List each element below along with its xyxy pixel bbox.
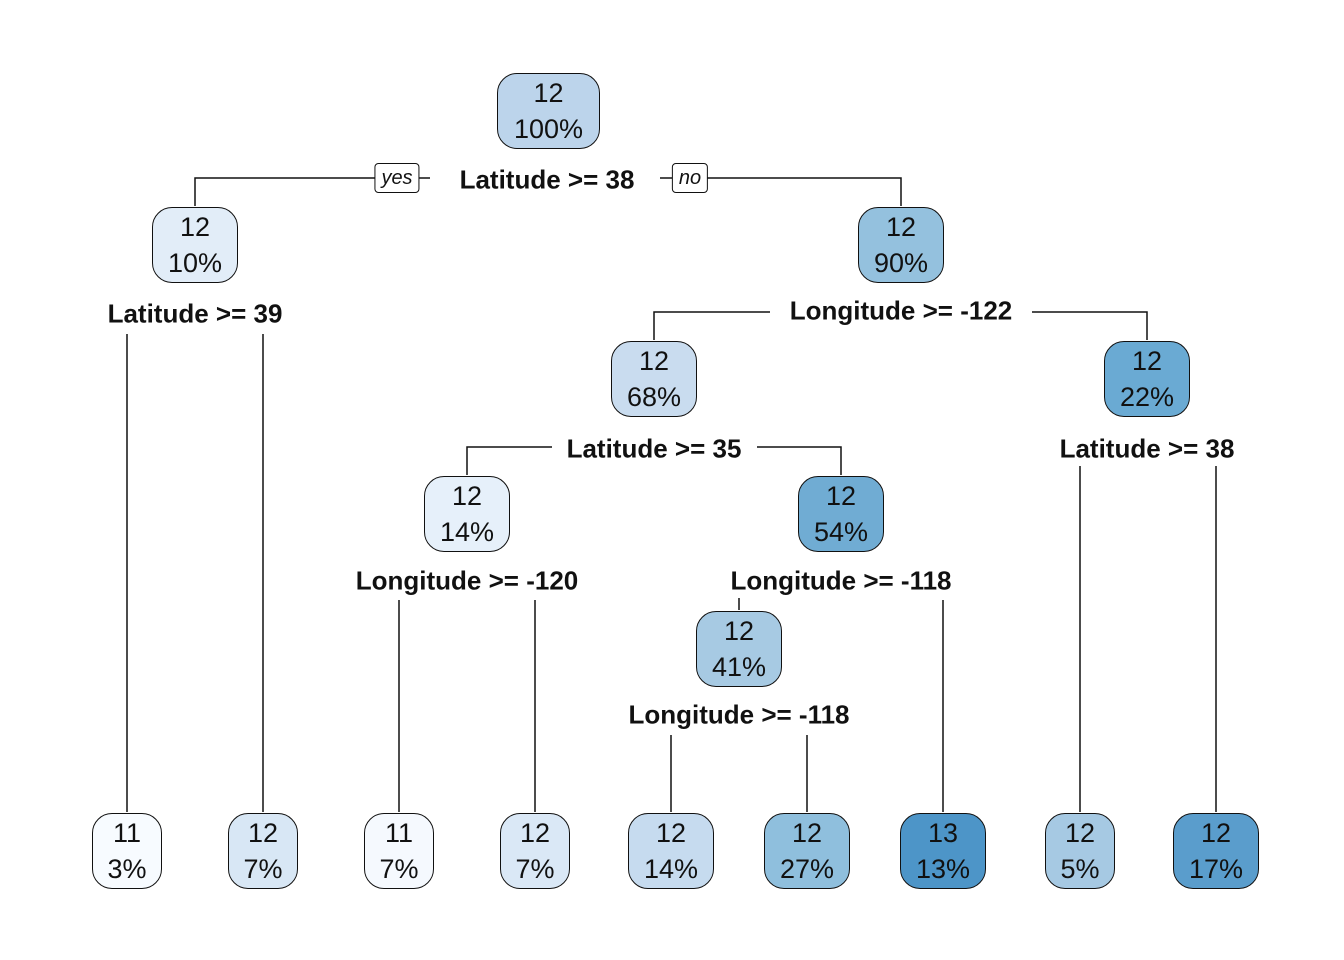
node-value: 11 (112, 818, 142, 848)
node-percent: 3% (107, 854, 147, 884)
tree-node: 12 10% (152, 207, 238, 283)
tree-leaf: 13 13% (900, 813, 986, 889)
node-percent: 14% (439, 517, 495, 547)
node-value: 11 (384, 818, 414, 848)
node-value: 12 (179, 212, 211, 242)
node-percent: 41% (711, 652, 767, 682)
node-percent: 90% (873, 248, 929, 278)
node-percent: 7% (243, 854, 283, 884)
tree-node: 12 90% (858, 207, 944, 283)
split-label: Latitude >= 39 (104, 298, 286, 330)
node-percent: 17% (1188, 854, 1244, 884)
tree-leaf: 12 14% (628, 813, 714, 889)
split-label: Longitude >= -118 (625, 699, 853, 731)
node-percent: 7% (515, 854, 555, 884)
node-value: 12 (791, 818, 823, 848)
tree-leaf: 11 7% (364, 813, 434, 889)
tree-node: 12 41% (696, 611, 782, 687)
split-label: Latitude >= 38 (456, 164, 638, 196)
node-percent: 27% (779, 854, 835, 884)
edge-n3-right (1032, 311, 1148, 340)
node-value: 12 (638, 346, 670, 376)
node-value: 12 (1200, 818, 1232, 848)
tree-leaf: 12 17% (1173, 813, 1259, 889)
node-value: 13 (927, 818, 959, 848)
node-percent: 68% (626, 382, 682, 412)
node-value: 12 (1131, 346, 1163, 376)
split-label: Latitude >= 38 (1056, 433, 1238, 465)
tree-node: 12 14% (424, 476, 510, 552)
edge-root-right (660, 177, 902, 206)
tree-node: 12 22% (1104, 341, 1190, 417)
split-label: Latitude >= 35 (563, 433, 745, 465)
split-label: Longitude >= -120 (352, 565, 582, 597)
tree-leaf: 12 7% (500, 813, 570, 889)
node-value: 12 (519, 818, 551, 848)
branch-label-no: no (671, 163, 709, 193)
tree-node-root: 12 100% (497, 73, 600, 149)
node-percent: 100% (513, 114, 584, 144)
node-percent: 14% (643, 854, 699, 884)
node-value: 12 (723, 616, 755, 646)
node-percent: 22% (1119, 382, 1175, 412)
node-percent: 7% (379, 854, 419, 884)
tree-node: 12 54% (798, 476, 884, 552)
tree-leaf: 12 7% (228, 813, 298, 889)
node-percent: 5% (1060, 854, 1100, 884)
node-value: 12 (247, 818, 279, 848)
tree-leaf: 12 5% (1045, 813, 1115, 889)
tree-leaf: 11 3% (92, 813, 162, 889)
tree-leaf: 12 27% (764, 813, 850, 889)
split-label: Longitude >= -122 (786, 295, 1016, 327)
split-label: Longitude >= -118 (727, 565, 955, 597)
node-value: 12 (451, 481, 483, 511)
node-value: 12 (885, 212, 917, 242)
branch-label-yes: yes (374, 163, 420, 193)
node-value: 12 (825, 481, 857, 511)
tree-node: 12 68% (611, 341, 697, 417)
edge-root-left (194, 177, 430, 206)
node-percent: 13% (915, 854, 971, 884)
node-percent: 10% (167, 248, 223, 278)
edge-n6-left (466, 446, 552, 475)
edge-n6-right (757, 446, 842, 475)
node-value: 12 (533, 78, 564, 108)
node-value: 12 (655, 818, 687, 848)
node-percent: 54% (813, 517, 869, 547)
edge-n3-left (653, 311, 770, 340)
node-value: 12 (1064, 818, 1096, 848)
